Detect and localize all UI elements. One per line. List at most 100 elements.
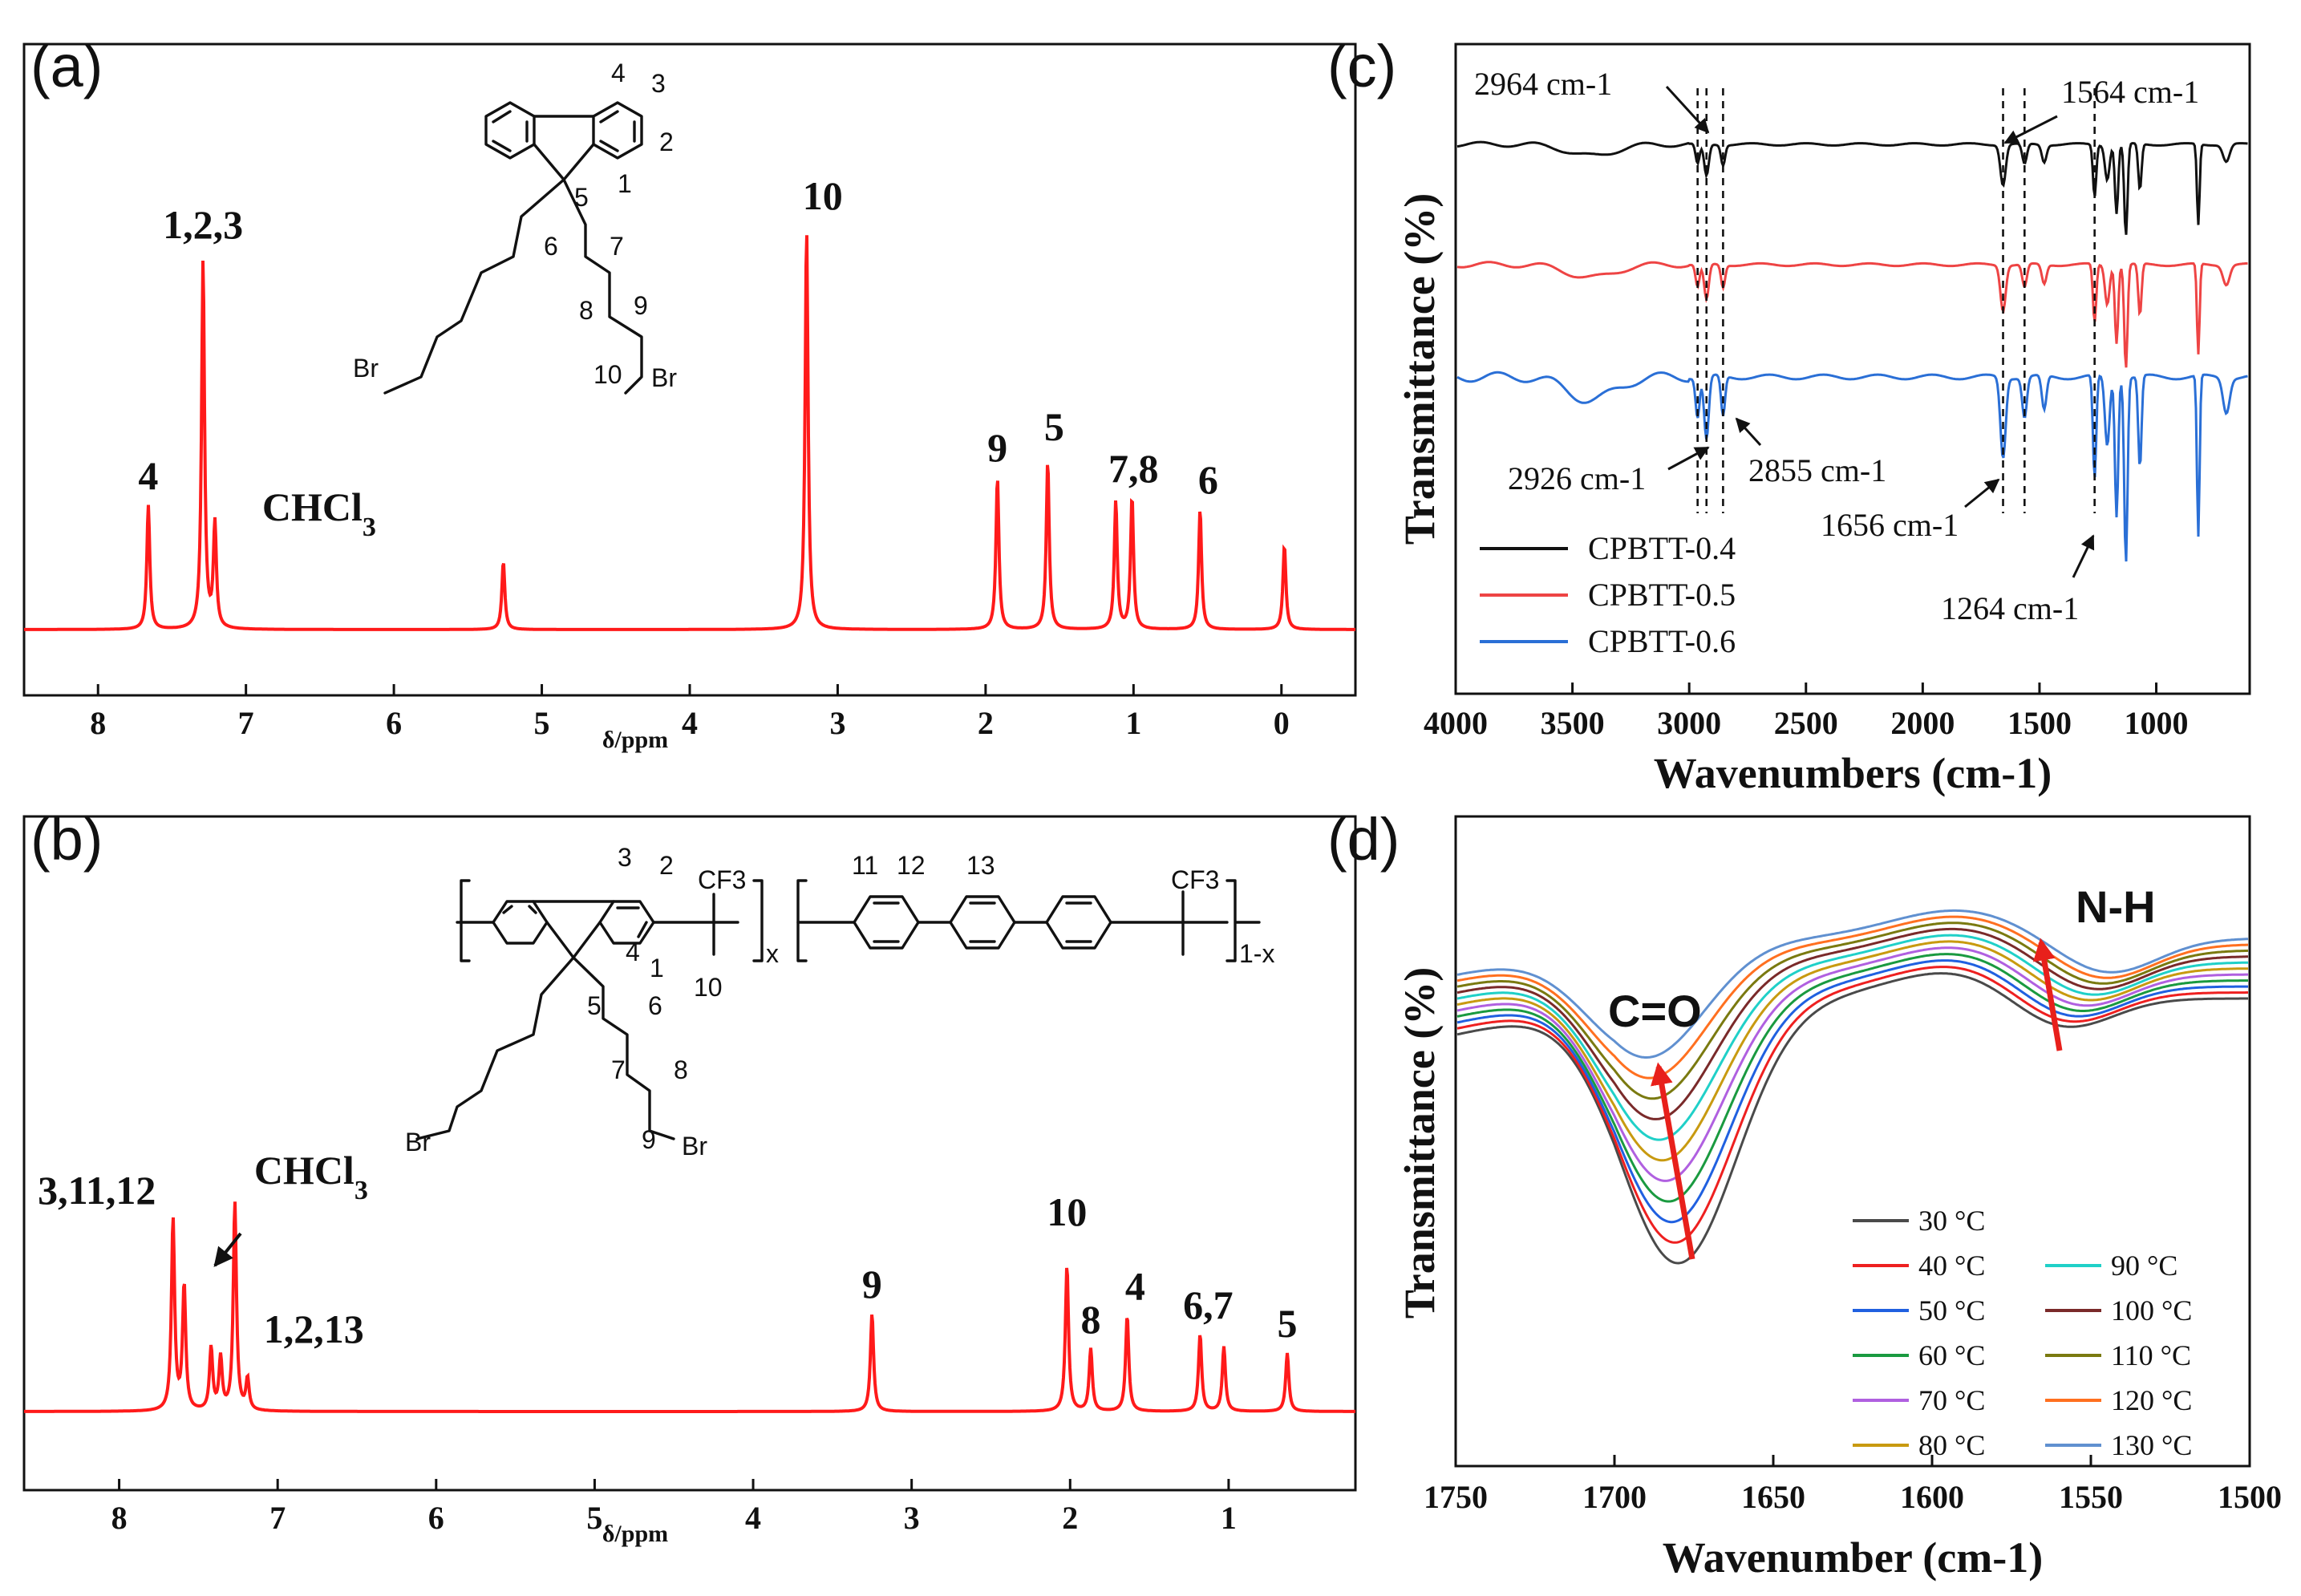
legend-label: 100 °C [2111, 1294, 2192, 1327]
panel-c-annot-1564: 1564 cm-1 [2061, 74, 2199, 110]
x-tick-label: 3500 [1541, 705, 1605, 741]
legend-label: 110 °C [2111, 1339, 2191, 1371]
panel-a-struct-label-1: 1 [618, 169, 632, 198]
panel-b-struct-label-8: 8 [674, 1055, 688, 1084]
x-tick-label: 1650 [1741, 1479, 1805, 1515]
panel-b-x-tick-labels: 8 7 6 5 4 3 2 1 [111, 1500, 1237, 1536]
panel-d-x-label: Wavenumber (cm-1) [1663, 1533, 2043, 1582]
series-line [1456, 922, 2249, 1100]
panel-c-arrow-2964 [1665, 85, 1710, 134]
x-tick-label: 6 [428, 1500, 444, 1536]
x-tick-label: 4 [682, 705, 698, 741]
peak-label: 4 [1125, 1263, 1145, 1308]
panel-d-x-ticks [1454, 1455, 2251, 1466]
panel-b-struct-label-6: 6 [648, 991, 662, 1020]
x-tick-label: 2 [978, 705, 994, 741]
x-tick-label: 1700 [1582, 1479, 1647, 1515]
panel-d-legend: 30 °C 40 °C 50 °C 60 °C 70 °C 80 °C 90 °C 100 °… [1853, 1205, 2192, 1461]
legend-label: CPBTT-0.6 [1588, 623, 1736, 659]
x-tick-label: 1 [1221, 1500, 1237, 1536]
panel-d-frame [1454, 815, 2251, 1468]
x-tick-label: 2 [1062, 1500, 1078, 1536]
series-line [1456, 140, 2248, 235]
x-tick-label: 1500 [2218, 1479, 2282, 1515]
panel-c-band-markers [1696, 88, 2096, 513]
x-tick-label: 1550 [2059, 1479, 2123, 1515]
peak-label: 9 [862, 1262, 882, 1306]
panel-d-series [1456, 909, 2249, 1265]
panel-a-frame [22, 43, 1357, 697]
series-line [1456, 915, 2248, 1080]
panel-b-spectrum-line [24, 1201, 1355, 1413]
panel-b-struct-label-10: 10 [694, 973, 723, 1002]
x-tick-label: 6 [386, 705, 402, 741]
x-tick-label: 8 [111, 1500, 128, 1536]
panel-b-struct-label-1: 1 [650, 954, 664, 982]
panel-b-struct-label-4: 4 [626, 938, 640, 966]
legend-label: 80 °C [1918, 1429, 1985, 1461]
legend-label: 70 °C [1918, 1384, 1985, 1416]
panel-a-struct-label-9: 9 [634, 291, 648, 320]
series-line [1456, 940, 2248, 1162]
peak-label: 10 [803, 173, 843, 218]
legend-label: 90 °C [2111, 1250, 2177, 1282]
panel-c-legend: CPBTT-0.4 CPBTT-0.5 CPBTT-0.6 [1480, 530, 1736, 659]
legend-label: 30 °C [1918, 1205, 1985, 1237]
peak-label: 8 [1080, 1297, 1100, 1342]
panel-a-struct-label-br-right: Br [651, 363, 677, 392]
peak-label: 3,11,12 [38, 1168, 156, 1213]
panel-a-struct-label-6: 6 [544, 232, 558, 261]
panel-a-struct-label-br-left: Br [353, 354, 379, 383]
panel-c-frame [1454, 43, 2251, 695]
legend-label: 50 °C [1918, 1294, 1985, 1327]
peak-label: 7,8 [1108, 446, 1159, 491]
panel-c-x-label: Wavenumbers (cm-1) [1654, 749, 2052, 797]
panel-b-struct-label-x: x [766, 939, 779, 968]
series-line [1456, 946, 2248, 1182]
series-line [1456, 959, 2248, 1224]
panel-c-arrow-1264 [2072, 534, 2095, 578]
panel-d-nh-label: N-H [2076, 881, 2156, 932]
panel-b-struct-label-9: 9 [642, 1125, 656, 1154]
x-tick-label: 4000 [1424, 705, 1488, 741]
panel-a-struct-label-8: 8 [579, 296, 593, 325]
panel-b-struct-label-3: 3 [618, 843, 632, 872]
panel-b-arrow-1-2-13 [213, 1232, 242, 1267]
panel-d-letter: (d) [1327, 806, 1400, 873]
panel-b-struct-label-7: 7 [611, 1055, 626, 1084]
panel-c-series [1456, 140, 2248, 562]
panel-c-y-label: Transmittance (%) [1396, 193, 1444, 545]
series-line [1456, 371, 2248, 562]
peak-label: 5 [1044, 404, 1064, 449]
panel-b-struct-label-13: 13 [966, 851, 995, 880]
panel-d-arrow-co [1651, 1062, 1695, 1260]
x-tick-label: 2000 [1890, 705, 1955, 741]
x-tick-label: 3 [904, 1500, 920, 1536]
x-tick-label: 1000 [2125, 705, 2189, 741]
series-line [1456, 934, 2249, 1141]
panel-b-struct-label-11: 11 [852, 851, 878, 880]
panel-c-arrow-2855 [1735, 417, 1762, 447]
peak-label: CHCl3 [262, 484, 376, 542]
panel-a-x-tick-labels: 8 7 6 5 4 3 2 1 0 [90, 705, 1290, 741]
panel-c-letter: (c) [1327, 33, 1396, 99]
peak-label: 1,2,13 [264, 1306, 364, 1351]
panel-a-struct-label-3: 3 [651, 69, 666, 98]
panel-c-arrow-1656 [1964, 478, 2000, 508]
panel-a-struct-label-2: 2 [659, 128, 674, 156]
panel-b-struct-label-cf3-a: CF3 [698, 865, 746, 894]
panel-b-struct-label-cf3-b: CF3 [1171, 865, 1219, 894]
legend-label: 120 °C [2111, 1384, 2192, 1416]
panel-b-x-ticks [118, 1479, 1230, 1490]
panel-c-annot-2926: 2926 cm-1 [1508, 460, 1646, 496]
panel-d-co-label: C=O [1608, 986, 1702, 1036]
legend-label: 40 °C [1918, 1250, 1985, 1282]
panel-b-struct-label-br-right: Br [682, 1132, 707, 1161]
peak-label: CHCl3 [254, 1148, 368, 1205]
series-line [1456, 966, 2248, 1244]
panel-b-frame [22, 815, 1357, 1492]
panel-a-struct-label-7: 7 [610, 232, 624, 261]
x-tick-label: 5 [534, 705, 550, 741]
